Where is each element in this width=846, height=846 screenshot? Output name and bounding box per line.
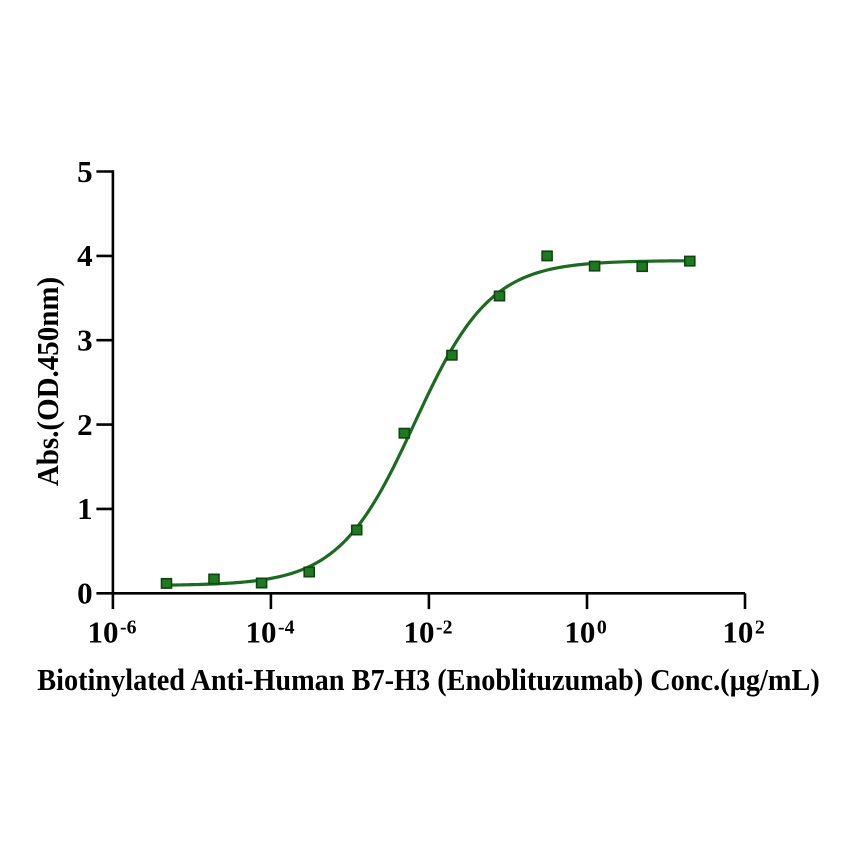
svg-text:Abs.(OD.450nm): Abs.(OD.450nm) — [30, 277, 65, 486]
svg-text:3: 3 — [77, 323, 93, 358]
svg-text:-4: -4 — [278, 616, 295, 638]
svg-text:5: 5 — [77, 154, 93, 189]
svg-text:2: 2 — [77, 407, 93, 442]
svg-text:Biotinylated Anti-Human B7-H3: Biotinylated Anti-Human B7-H3 (Enoblituz… — [37, 662, 820, 697]
svg-text:-2: -2 — [436, 616, 453, 638]
svg-text:-6: -6 — [120, 616, 137, 638]
svg-text:4: 4 — [77, 238, 93, 273]
svg-text:10: 10 — [404, 614, 435, 649]
svg-text:0: 0 — [77, 576, 93, 611]
svg-text:1: 1 — [77, 491, 93, 526]
svg-text:10: 10 — [564, 614, 595, 649]
svg-text:10: 10 — [88, 614, 119, 649]
svg-text:0: 0 — [597, 616, 607, 638]
svg-text:10: 10 — [722, 614, 753, 649]
svg-text:10: 10 — [246, 614, 277, 649]
svg-text:2: 2 — [755, 616, 765, 638]
